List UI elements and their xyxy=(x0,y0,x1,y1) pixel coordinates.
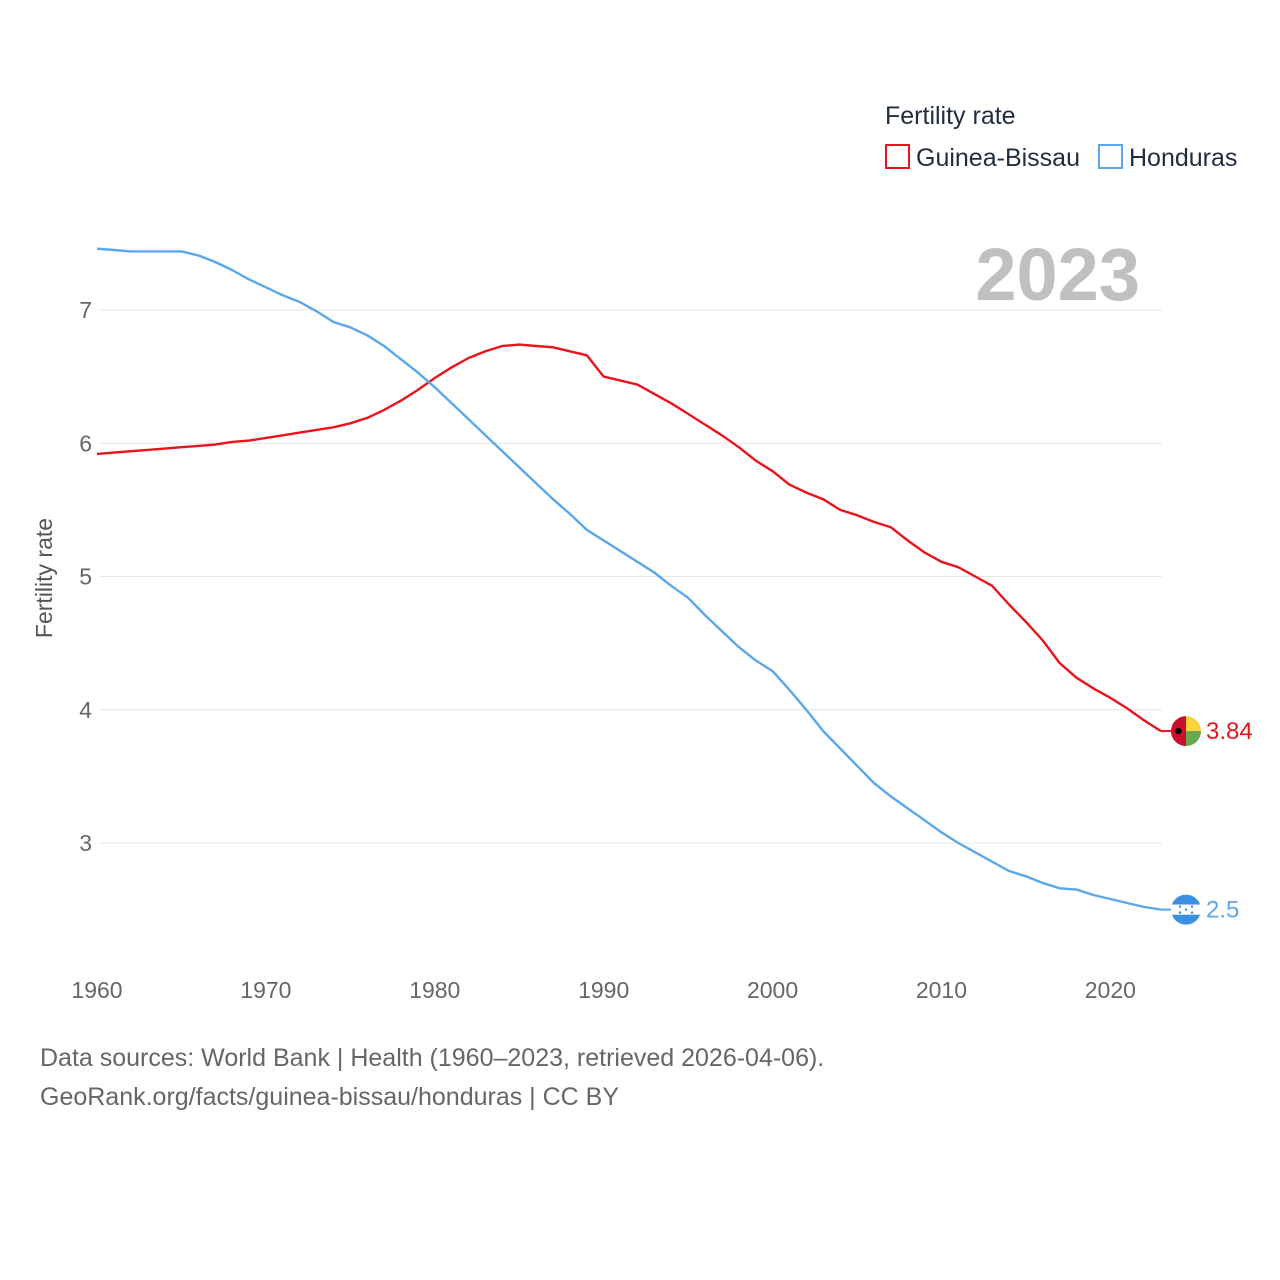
legend[interactable]: Fertility rate Guinea-Bissau Honduras xyxy=(885,102,1237,172)
y-tick-label: 4 xyxy=(79,697,92,723)
y-tick-label: 6 xyxy=(79,430,92,456)
x-tick-label: 1990 xyxy=(578,977,629,1003)
grid-lines xyxy=(100,309,1162,844)
series-line-honduras xyxy=(96,247,1162,911)
series-line-guinea-bissau xyxy=(96,343,1162,733)
x-tick-label: 1980 xyxy=(409,977,460,1003)
x-tick-label: 2000 xyxy=(747,977,798,1003)
legend-item-guinea-bissau[interactable]: Guinea-Bissau xyxy=(885,144,1080,172)
y-axis-ticks: 3 4 5 6 7 xyxy=(79,297,92,856)
legend-swatch xyxy=(885,144,910,169)
y-tick-label: 3 xyxy=(79,830,92,856)
y-axis-label: Fertility rate xyxy=(31,518,57,638)
x-tick-label: 1970 xyxy=(240,977,291,1003)
legend-item-honduras[interactable]: Honduras xyxy=(1098,144,1237,172)
source-line-2[interactable]: GeoRank.org/facts/guinea-bissau/honduras… xyxy=(40,1083,620,1111)
y-tick-label: 7 xyxy=(79,297,92,323)
x-tick-label: 2020 xyxy=(1085,977,1136,1003)
series-lines xyxy=(96,247,1162,911)
end-value-label: 2.5 xyxy=(1206,897,1239,924)
legend-title: Fertility rate xyxy=(885,102,1016,130)
x-axis-ticks: 1960 1970 1980 1990 2000 2010 2020 xyxy=(71,977,1136,1003)
series-end-markers: 3.84 2.5 xyxy=(1161,716,1253,925)
legend-label: Honduras xyxy=(1129,144,1237,172)
current-year-label: 2023 xyxy=(975,233,1140,316)
source-line-1: Data sources: World Bank | Health (1960–… xyxy=(40,1044,825,1072)
x-tick-label: 2010 xyxy=(916,977,967,1003)
honduras-flag-icon xyxy=(1171,894,1201,925)
legend-label: Guinea-Bissau xyxy=(916,144,1080,172)
guinea-bissau-flag-icon xyxy=(1171,716,1201,747)
x-tick-label: 1960 xyxy=(71,977,122,1003)
legend-swatch xyxy=(1098,144,1123,169)
y-tick-label: 5 xyxy=(79,564,92,590)
end-value-label: 3.84 xyxy=(1206,718,1253,745)
